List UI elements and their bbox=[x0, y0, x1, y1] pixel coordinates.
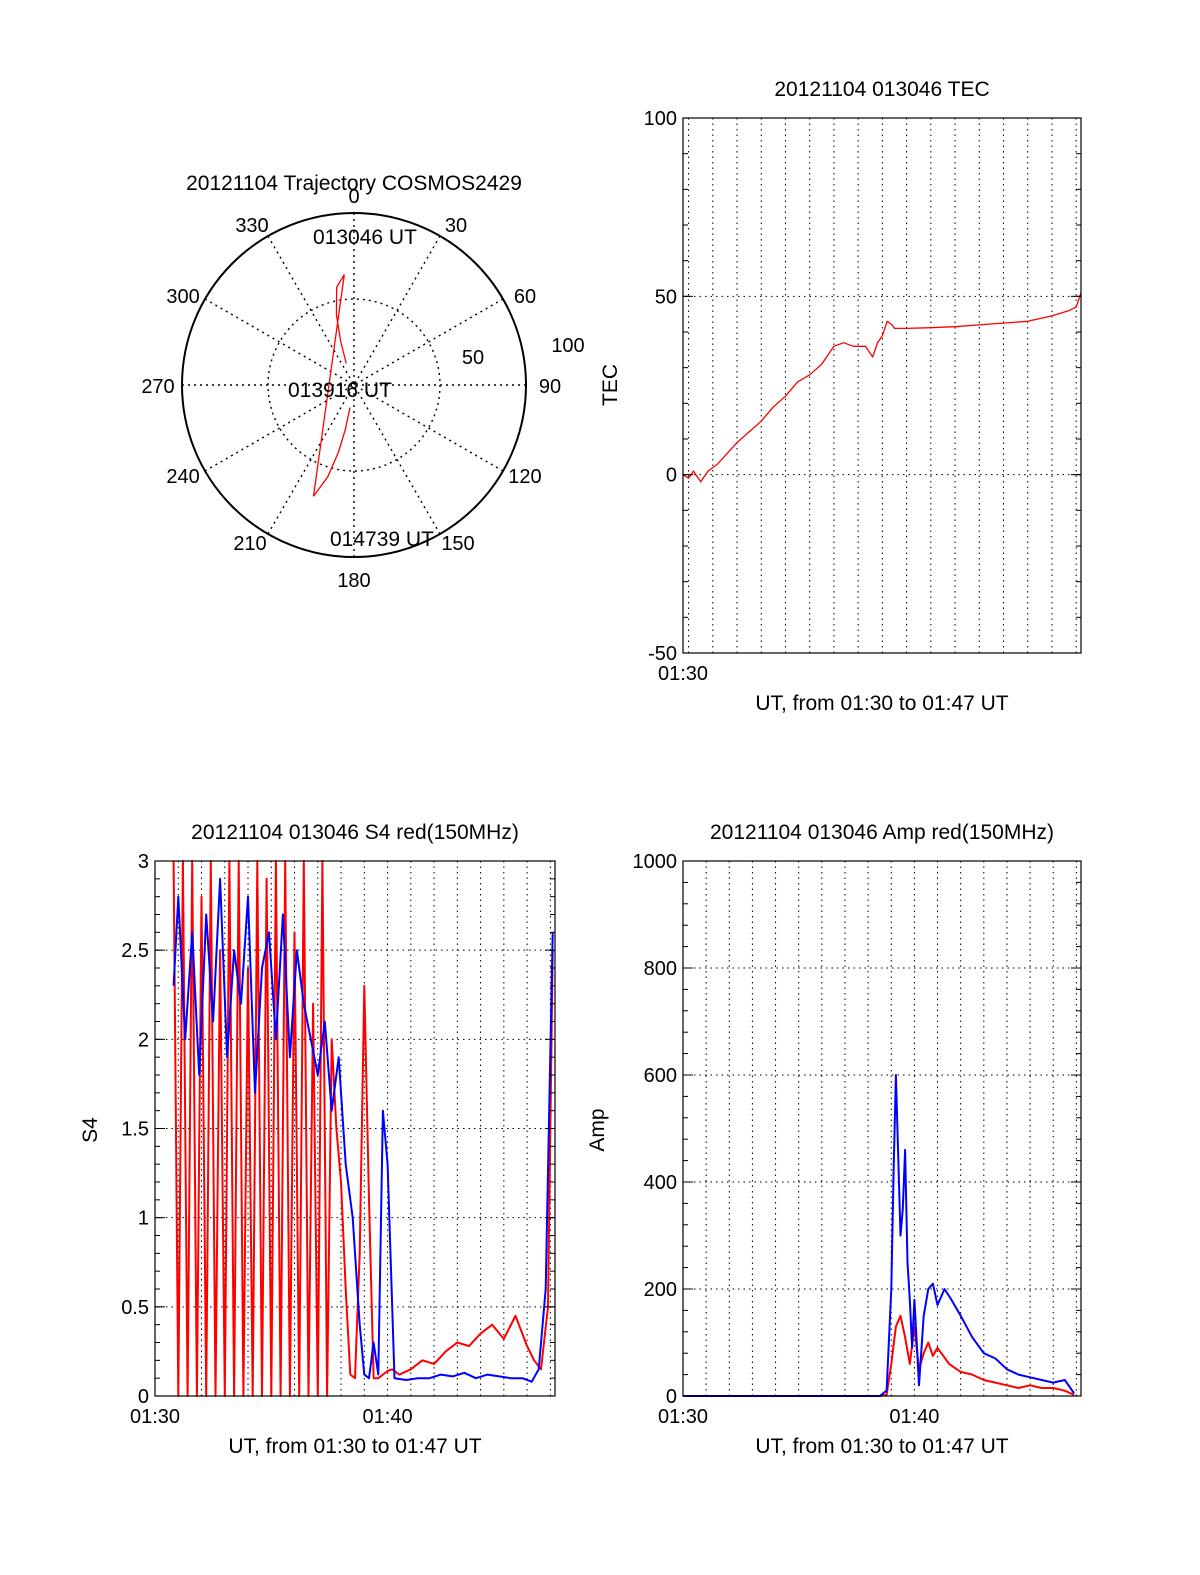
amp-ytick-label-0: 0 bbox=[666, 1386, 677, 1408]
polar-angle-label-30: 30 bbox=[445, 215, 467, 237]
s4-title: 20121104 013046 S4 red(150MHz) bbox=[191, 821, 519, 844]
s4-ytick-label-6: 3 bbox=[138, 851, 149, 873]
tec-xtick-label-0: 01:30 bbox=[658, 663, 708, 685]
amp-series-blue bbox=[683, 1074, 1075, 1397]
polar-mid-label: 013916 UT bbox=[288, 379, 392, 402]
polar-angle-label-330: 330 bbox=[235, 215, 268, 237]
s4-ytick-label-2: 1 bbox=[138, 1208, 149, 1230]
amp-panel: 20121104 013046 Amp red(150MHz) 0 200 400 6… bbox=[586, 821, 1082, 1458]
s4-series bbox=[172, 860, 554, 1397]
s4-ytick-label-3: 1.5 bbox=[121, 1119, 149, 1141]
tec-plot-frame bbox=[682, 117, 1082, 654]
amp-ytick-label-2: 400 bbox=[644, 1172, 677, 1194]
polar-angle-label-240: 240 bbox=[166, 466, 199, 488]
polar-end-label: 014739 UT bbox=[330, 528, 434, 551]
polar-angle-label-60: 60 bbox=[514, 286, 536, 308]
polar-angle-label-270: 270 bbox=[141, 376, 174, 398]
s4-ytick-label-0: 0 bbox=[138, 1386, 149, 1408]
amp-ylabel: Amp bbox=[586, 1108, 609, 1151]
polar-start-label: 013046 UT bbox=[313, 226, 417, 249]
polar-title: 20121104 Trajectory COSMOS2429 bbox=[186, 172, 522, 195]
polar-angle-label-210: 210 bbox=[233, 533, 266, 555]
amp-plot-frame bbox=[682, 860, 1082, 1397]
tec-series-red bbox=[682, 292, 1082, 483]
s4-xtick-label-0: 01:30 bbox=[130, 1406, 180, 1428]
polar-grid bbox=[182, 213, 526, 557]
amp-grid bbox=[683, 861, 1081, 1396]
s4-ytick-label-4: 2 bbox=[138, 1029, 149, 1051]
s4-ticks: 0 0.5 1 1.5 2 2.5 3 01:30 01:40 bbox=[121, 851, 555, 1428]
polar-angle-label-180: 180 bbox=[337, 570, 370, 592]
amp-title: 20121104 013046 Amp red(150MHz) bbox=[710, 821, 1054, 844]
tec-ytick-label-0: -50 bbox=[648, 643, 677, 665]
s4-xtick-label-1: 01:40 bbox=[363, 1406, 413, 1428]
tec-ytick-label-1: 0 bbox=[666, 465, 677, 487]
amp-ticks: 0 200 400 600 800 1000 01:30 01:40 bbox=[633, 851, 1081, 1428]
polar-trajectory-line bbox=[312, 274, 351, 497]
amp-ytick-label-3: 600 bbox=[644, 1065, 677, 1087]
s4-series-red bbox=[172, 860, 554, 1397]
amp-series bbox=[683, 1074, 1075, 1397]
tec-xlabel: UT, from 01:30 to 01:47 UT bbox=[755, 692, 1008, 715]
tec-ytick-label-3: 100 bbox=[644, 108, 677, 130]
polar-angle-labels: 0 30 60 90 120 150 180 210 240 270 300 330 bbox=[141, 186, 561, 592]
polar-angle-label-0: 0 bbox=[348, 186, 359, 208]
tec-ylabel: TEC bbox=[599, 364, 622, 406]
polar-radius-label-100: 100 bbox=[551, 335, 584, 357]
amp-ytick-label-5: 1000 bbox=[633, 851, 678, 873]
polar-angle-label-150: 150 bbox=[441, 533, 474, 555]
polar-radius-label-50: 50 bbox=[462, 347, 484, 369]
s4-ytick-label-1: 0.5 bbox=[121, 1297, 149, 1319]
polar-angle-label-300: 300 bbox=[166, 286, 199, 308]
amp-ytick-label-4: 800 bbox=[644, 958, 677, 980]
polar-angle-label-90: 90 bbox=[539, 376, 561, 398]
s4-xlabel: UT, from 01:30 to 01:47 UT bbox=[228, 1435, 481, 1458]
tec-grid bbox=[683, 118, 1081, 653]
tec-title: 20121104 013046 TEC bbox=[774, 78, 989, 101]
s4-ytick-label-5: 2.5 bbox=[121, 940, 149, 962]
polar-outer-circle bbox=[181, 212, 527, 558]
s4-panel: 20121104 013046 S4 red(150MHz) 0 0.5 1 1.5 2… bbox=[79, 821, 556, 1458]
polar-angle-label-120: 120 bbox=[508, 466, 541, 488]
tec-series bbox=[682, 292, 1082, 483]
amp-ytick-label-1: 200 bbox=[644, 1279, 677, 1301]
amp-xlabel: UT, from 01:30 to 01:47 UT bbox=[755, 1435, 1008, 1458]
tec-panel: 20121104 013046 TEC -50 0 50 100 01:30 TEC U… bbox=[599, 78, 1082, 715]
s4-ylabel: S4 bbox=[79, 1117, 102, 1143]
amp-xtick-label-0: 01:30 bbox=[658, 1406, 708, 1428]
tec-ytick-label-2: 50 bbox=[655, 286, 677, 308]
s4-series-blue bbox=[172, 877, 554, 1383]
amp-xtick-label-1: 01:40 bbox=[889, 1406, 939, 1428]
tec-ticks: -50 0 50 100 01:30 bbox=[644, 108, 1081, 685]
polar-trajectory-panel: 20121104 Trajectory COSMOS2429 0 30 60 90 12… bbox=[141, 172, 584, 592]
amp-series-red bbox=[683, 1314, 1075, 1397]
